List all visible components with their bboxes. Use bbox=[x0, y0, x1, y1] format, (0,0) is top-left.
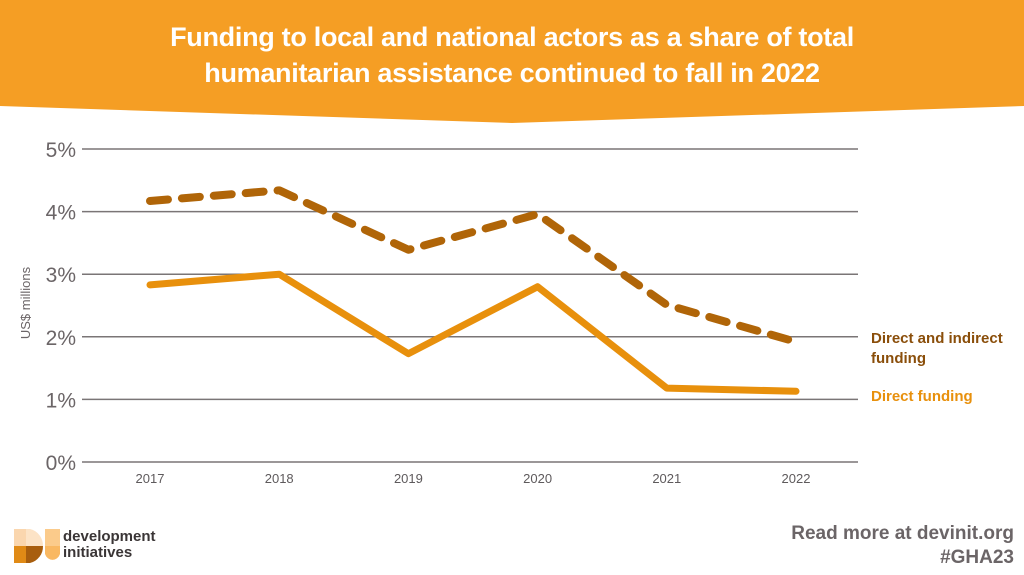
read-more-link[interactable]: Read more at devinit.org bbox=[791, 523, 1014, 544]
legend-direct: Direct funding bbox=[871, 388, 973, 405]
x-tick-label: 2020 bbox=[523, 471, 552, 486]
x-tick-label: 2019 bbox=[394, 471, 423, 486]
y-tick-label: 1% bbox=[46, 389, 76, 412]
x-tick-label: 2021 bbox=[652, 471, 681, 486]
y-tick-label: 0% bbox=[46, 452, 76, 475]
logo-text-line-1: development bbox=[63, 528, 156, 545]
series-lines bbox=[146, 186, 800, 395]
legend-direct-and-indirect-line-2: funding bbox=[871, 350, 926, 367]
y-axis-label: US$ millions bbox=[18, 266, 33, 339]
logo-text-line-2: initiatives bbox=[63, 544, 133, 561]
development-initiatives-logo-icon bbox=[14, 529, 60, 563]
x-tick-label: 2017 bbox=[136, 471, 165, 486]
legend-direct-and-indirect-line-1: Direct and indirect bbox=[871, 330, 1003, 347]
x-tick-label: 2022 bbox=[782, 471, 811, 486]
footer: Read more at devinit.org #GHA23 bbox=[791, 522, 1014, 570]
series-line-direct-and-indirect bbox=[146, 186, 800, 346]
chart-title: Funding to local and national actors as … bbox=[0, 19, 1024, 91]
chart-title-line-2: humanitarian assistance continued to fal… bbox=[204, 58, 820, 88]
x-tick-label: 2018 bbox=[265, 471, 294, 486]
gridlines bbox=[82, 148, 858, 463]
y-tick-label: 4% bbox=[46, 202, 76, 225]
x-axis-ticks: 2017 2018 2019 2020 2021 2022 bbox=[136, 471, 811, 486]
y-tick-label: 2% bbox=[46, 327, 76, 350]
hashtag: #GHA23 bbox=[940, 547, 1014, 568]
chart-title-line-1: Funding to local and national actors as … bbox=[170, 22, 854, 52]
y-tick-label: 5% bbox=[46, 139, 76, 162]
series-line-direct bbox=[146, 270, 800, 395]
title-banner bbox=[0, 0, 1024, 123]
logo-wordmark: development initiatives bbox=[63, 529, 156, 561]
y-axis-ticks: 0% 1% 2% 3% 4% 5% bbox=[46, 139, 76, 475]
y-tick-label: 3% bbox=[46, 264, 76, 287]
